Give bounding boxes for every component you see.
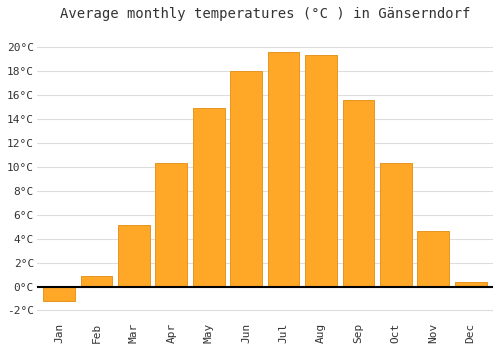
Bar [156,163,188,287]
Bar [193,108,224,287]
Title: Average monthly temperatures (°C ) in Gänserndorf: Average monthly temperatures (°C ) in Gä… [60,7,470,21]
Bar [454,282,486,287]
Bar [305,55,337,287]
Bar [418,231,449,287]
Bar [230,71,262,287]
Bar [380,163,412,287]
Bar [118,225,150,287]
Bar [268,52,300,287]
Bar [80,276,112,287]
Bar [342,100,374,287]
Bar [44,287,75,301]
